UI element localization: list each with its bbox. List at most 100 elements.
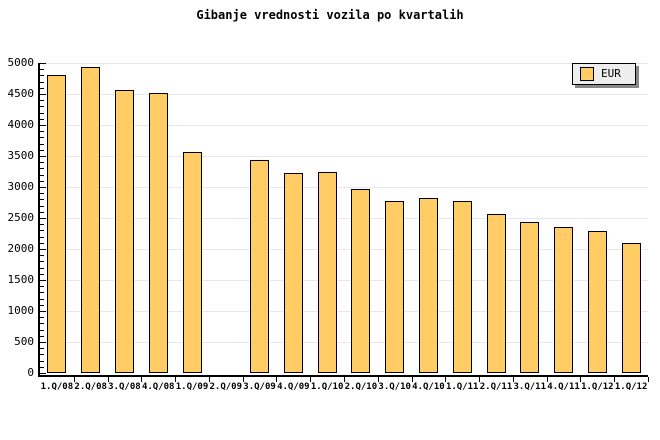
legend-label: EUR: [601, 67, 621, 80]
x-axis-label: 1.Q/12: [581, 382, 614, 392]
x-axis-tick: [107, 377, 109, 382]
gridline: [40, 218, 648, 219]
y-axis-minor-tick: [40, 69, 44, 71]
y-axis-major-tick: [40, 311, 46, 312]
bar-1-q-11: [452, 201, 472, 373]
y-axis-minor-tick: [40, 112, 44, 114]
legend: EUR: [572, 63, 636, 85]
x-axis-tick: [580, 377, 582, 382]
x-axis-label: 2.Q/11: [479, 382, 513, 392]
gridline: [40, 125, 648, 126]
y-axis-minor-tick: [40, 131, 44, 133]
y-axis-label: 5000: [7, 56, 35, 69]
bar-1-q-09: [182, 151, 202, 373]
x-axis-label: 3.Q/09: [243, 382, 276, 392]
y-axis-minor-tick: [40, 242, 44, 244]
gridline: [40, 187, 648, 188]
x-axis-tick: [377, 377, 379, 382]
y-axis-minor-tick: [40, 162, 44, 164]
x-axis-tick: [242, 377, 244, 382]
y-axis-label: 1000: [7, 304, 35, 317]
bar-1-q-10: [317, 172, 337, 373]
y-axis-minor-tick: [40, 292, 44, 294]
y-axis-minor-tick: [40, 149, 44, 151]
bar-3-q-10: [385, 201, 405, 373]
y-axis-minor-tick: [40, 286, 44, 288]
y-axis-minor-tick: [40, 236, 44, 238]
gridline: [40, 311, 648, 312]
y-axis-major-tick: [40, 156, 46, 157]
y-axis-minor-tick: [40, 87, 44, 89]
bar-1-q-12: [621, 242, 641, 373]
bar-4-q-09: [283, 172, 303, 373]
y-axis-label: 3500: [7, 149, 35, 162]
bar-2-q-10: [351, 188, 371, 373]
bar-4-q-08: [148, 93, 168, 373]
bar-2-q-08: [81, 67, 101, 373]
y-axis-minor-tick: [40, 199, 44, 201]
x-axis-label: 4.Q/11: [547, 382, 580, 392]
x-axis-label: 2.Q/08: [74, 382, 107, 392]
x-axis-tick: [310, 377, 312, 382]
bar-1-q-12: [587, 231, 607, 373]
bar-3-q-09: [250, 160, 270, 373]
x-axis-tick: [276, 377, 278, 382]
y-axis-minor-tick: [40, 335, 44, 337]
y-axis-minor-tick: [40, 205, 44, 207]
x-axis-label: 3.Q/11: [513, 382, 547, 392]
y-axis-minor-tick: [40, 143, 44, 145]
x-axis-tick: [614, 377, 616, 382]
x-axis-label: 2.Q/09: [209, 382, 243, 392]
y-axis-minor-tick: [40, 118, 44, 120]
x-axis-tick: [546, 377, 548, 382]
bar-2-q-11: [486, 213, 506, 373]
y-axis-major-tick: [40, 125, 46, 126]
gridline: [40, 342, 648, 343]
y-axis-major-tick: [40, 94, 46, 95]
y-axis-major-tick: [40, 342, 46, 343]
y-axis-minor-tick: [40, 255, 44, 257]
x-axis-tick: [411, 377, 413, 382]
x-axis-label: 3.Q/08: [108, 382, 141, 392]
chart-title: Gibanje vrednosti vozila po kvartalih: [196, 8, 464, 22]
y-axis-label: 2000: [7, 242, 35, 255]
y-axis-label: 0: [27, 366, 34, 379]
y-axis-minor-tick: [40, 75, 44, 77]
x-axis-tick: [445, 377, 447, 382]
x-axis-label: 4.Q/08: [141, 382, 175, 392]
gridline: [40, 249, 648, 250]
y-axis-minor-tick: [40, 180, 44, 182]
y-axis-label: 2500: [7, 211, 35, 224]
x-axis-label: 1.Q/11: [445, 382, 479, 392]
y-axis-minor-tick: [40, 366, 44, 368]
y-axis-label: 4500: [7, 87, 35, 100]
legend-swatch-icon: [580, 67, 594, 81]
x-axis-label: 1.Q/10: [310, 382, 344, 392]
x-axis-tick: [208, 377, 210, 382]
y-axis-major-tick: [40, 249, 46, 250]
bar-1-q-08: [47, 75, 67, 373]
y-axis-minor-tick: [40, 323, 44, 325]
bar-4-q-10: [418, 197, 438, 373]
y-axis-minor-tick: [40, 273, 44, 275]
y-axis-label: 500: [14, 335, 34, 348]
y-axis-minor-tick: [40, 168, 44, 170]
x-axis-line: [38, 375, 648, 377]
y-axis-label: 4000: [7, 118, 35, 131]
x-axis-tick: [141, 377, 143, 382]
x-axis-label: 3.Q/10: [378, 382, 411, 392]
y-axis-major-tick: [40, 63, 46, 64]
x-axis-label: 2.Q/10: [344, 382, 378, 392]
x-axis-label: 4.Q/10: [412, 382, 445, 392]
y-axis-minor-tick: [40, 106, 44, 108]
y-axis-label: 3000: [7, 180, 35, 193]
gridline: [40, 63, 648, 64]
bar-3-q-11: [520, 222, 540, 373]
y-axis-minor-tick: [40, 304, 44, 306]
y-axis-minor-tick: [40, 100, 44, 102]
y-axis-minor-tick: [40, 329, 44, 331]
x-axis-tick: [175, 377, 177, 382]
y-axis-minor-tick: [40, 224, 44, 226]
x-axis-label: 4.Q/09: [277, 382, 310, 392]
y-axis-major-tick: [40, 373, 46, 374]
